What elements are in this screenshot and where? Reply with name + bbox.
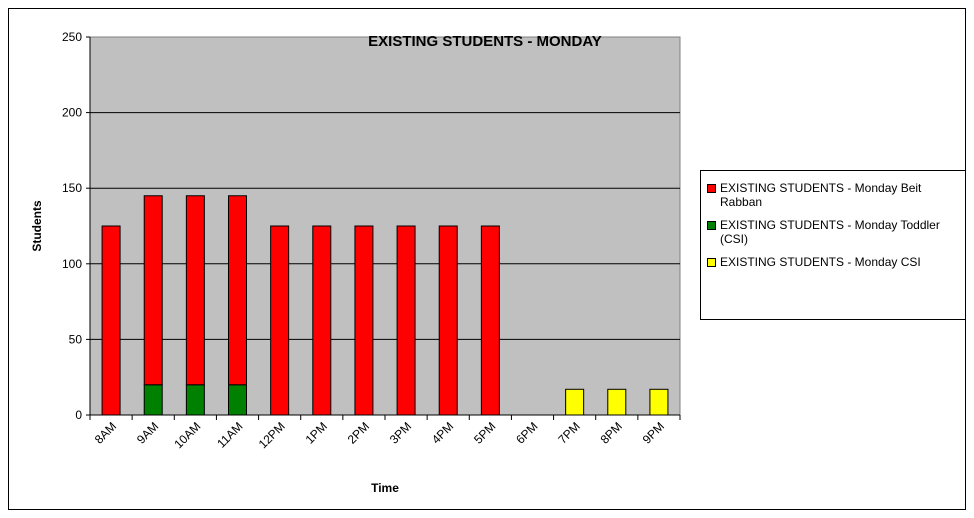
legend-swatch [707, 184, 716, 193]
bar [396, 225, 416, 416]
legend: EXISTING STUDENTS - Monday Beit Rabban EX… [700, 170, 966, 320]
legend-item: EXISTING STUDENTS - Monday Toddler (CSI) [707, 218, 959, 246]
bar [312, 225, 332, 416]
legend-item: EXISTING STUDENTS - Monday Beit Rabban [707, 181, 959, 209]
plot-area [89, 36, 681, 416]
x-axis-label: Time [371, 481, 399, 495]
legend-label: EXISTING STUDENTS - Monday Beit Rabban [720, 181, 922, 209]
bar [649, 388, 669, 416]
y-tick-label: 0 [75, 408, 82, 422]
legend-label: EXISTING STUDENTS - Monday CSI [720, 255, 921, 269]
y-axis-label: Students [30, 200, 44, 252]
bar [143, 384, 163, 416]
legend-item: EXISTING STUDENTS - Monday CSI [707, 255, 959, 269]
legend-swatch [707, 221, 716, 230]
y-tick-label: 100 [62, 257, 82, 271]
bar [143, 195, 163, 386]
bar [185, 195, 205, 386]
bar [480, 225, 500, 416]
y-tick-label: 200 [62, 106, 82, 120]
bar [228, 384, 247, 416]
y-tick-label: 50 [69, 332, 83, 346]
bar [607, 388, 627, 416]
y-tick-label: 150 [62, 181, 82, 195]
bar [185, 384, 205, 416]
legend-label: EXISTING STUDENTS - Monday Toddler (CSI) [720, 218, 940, 246]
y-tick-label: 250 [62, 30, 82, 44]
bar [270, 225, 290, 416]
bar [438, 225, 458, 416]
chart-title: EXISTING STUDENTS - MONDAY [368, 33, 602, 50]
legend-swatch [707, 258, 716, 267]
bar [101, 225, 121, 416]
bar [228, 195, 247, 386]
bar [565, 388, 585, 416]
bar [354, 225, 374, 416]
